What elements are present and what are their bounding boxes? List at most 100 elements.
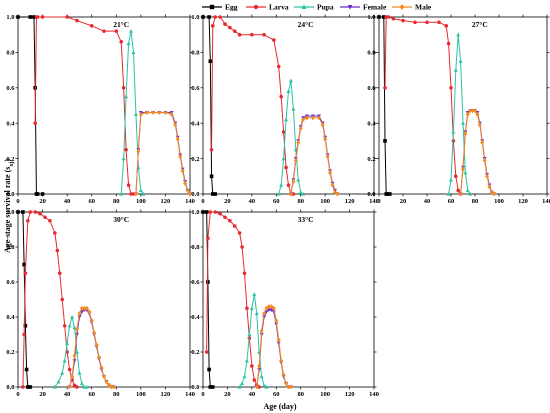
y-tick-label: 0.4 <box>367 120 376 127</box>
data-point-male <box>72 353 77 358</box>
data-point-pupa <box>259 374 264 379</box>
x-tick-label: 60 <box>273 391 280 398</box>
data-point-larva <box>40 15 45 19</box>
data-point-male <box>485 173 489 179</box>
data-point-larva <box>75 18 79 23</box>
data-point-larva <box>57 271 62 276</box>
data-point-male <box>111 384 116 390</box>
legend-item-egg: Egg <box>202 3 238 12</box>
data-point-male <box>473 108 477 114</box>
data-point-male <box>92 330 97 336</box>
x-tick-label: 40 <box>64 391 71 398</box>
series-male <box>133 110 192 197</box>
data-point-pupa <box>264 384 269 389</box>
data-point-male <box>279 358 284 364</box>
data-point-larva <box>208 210 213 214</box>
data-point-larva <box>53 231 57 235</box>
data-point-male <box>274 318 279 323</box>
data-point-pupa <box>296 177 301 182</box>
data-point-pupa <box>72 325 77 330</box>
data-point-male <box>461 166 465 172</box>
y-tick-label: 1.0 <box>191 14 199 21</box>
x-axis-title: Age (day) <box>263 402 296 411</box>
x-tick-label: 20 <box>39 391 46 398</box>
legend-item-pupa: Pupa <box>294 3 334 12</box>
data-point-male <box>470 108 475 114</box>
data-point-male <box>492 191 497 197</box>
panel-title: 21°C <box>113 20 129 29</box>
data-point-egg <box>210 385 215 389</box>
x-tick-label: 120 <box>161 198 171 205</box>
y-tick-label: 0.4 <box>6 314 15 321</box>
data-point-male <box>480 140 485 146</box>
data-point-male <box>151 110 156 115</box>
y-tick-label: 1.0 <box>6 14 14 21</box>
data-point-male <box>266 304 271 309</box>
data-point-male <box>188 191 192 197</box>
y-tick-label: 1.0 <box>191 209 199 216</box>
data-point-larva <box>204 350 209 354</box>
panels: 0 20 40 60 80 100 120 1400.00.20.40.60.81.021°C… <box>6 14 550 398</box>
data-point-egg <box>383 139 387 143</box>
legend-label-larva: Larva <box>269 3 289 12</box>
data-point-male <box>157 110 162 115</box>
data-point-egg <box>26 385 30 389</box>
data-point-larva <box>22 332 26 337</box>
data-point-pupa <box>276 191 281 196</box>
data-point-male <box>298 126 303 131</box>
y-tick-label: 0.8 <box>191 50 200 57</box>
data-point-pupa <box>279 182 284 187</box>
data-point-egg <box>22 262 26 267</box>
data-point-male <box>489 189 494 195</box>
data-point-larva <box>210 24 215 28</box>
data-point-larva <box>286 183 291 187</box>
data-point-pupa <box>138 188 143 193</box>
x-tick-label: 0 <box>377 198 380 205</box>
data-point-larva <box>33 210 37 214</box>
series-egg <box>16 210 33 389</box>
data-point-larva <box>114 29 119 33</box>
data-point-egg <box>208 59 213 64</box>
data-point-larva <box>119 39 123 44</box>
data-point-larva <box>413 20 417 25</box>
data-point-male <box>468 108 473 114</box>
data-point-male <box>175 136 180 142</box>
data-point-male <box>304 115 309 121</box>
data-point-egg <box>201 15 205 19</box>
x-tick-label: 80 <box>297 391 304 398</box>
data-point-pupa <box>291 106 296 111</box>
data-point-larva <box>206 236 210 241</box>
data-point-male <box>257 363 262 369</box>
data-point-male <box>185 188 190 193</box>
data-point-egg <box>201 210 205 214</box>
data-point-pupa <box>254 311 259 316</box>
x-tick-label: 20 <box>400 198 407 205</box>
data-point-male <box>79 305 84 311</box>
data-point-male <box>178 154 183 160</box>
y-tick-label: 0.2 <box>6 349 14 356</box>
data-point-pupa <box>237 384 242 389</box>
data-point-male <box>271 305 276 311</box>
data-point-larva <box>242 271 247 276</box>
data-point-larva <box>237 231 242 235</box>
series-line-larva <box>34 16 134 195</box>
legend-label-male: Male <box>415 3 432 12</box>
data-point-larva <box>23 271 28 276</box>
data-point-larva <box>62 323 67 328</box>
data-point-male <box>323 136 328 142</box>
data-point-pupa <box>74 349 79 354</box>
legend-label-egg: Egg <box>225 3 238 12</box>
data-point-larva <box>401 18 405 23</box>
panel-30-c: 0 20 40 60 80 100 120 140 0.0 0.2 0.4 0.6 0.8 1.0 30°C <box>6 209 195 398</box>
data-point-pupa <box>129 29 134 33</box>
series-egg <box>16 15 45 196</box>
data-point-male <box>465 112 470 117</box>
data-point-larva <box>276 64 281 69</box>
y-tick-label: 0.0 <box>191 384 199 391</box>
y-tick-label: 0.4 <box>191 314 200 321</box>
series-larva <box>204 210 261 389</box>
data-point-larva <box>26 218 30 223</box>
x-tick-label: 0 <box>16 198 19 205</box>
data-point-male <box>104 379 109 385</box>
x-tick-label: 20 <box>224 391 231 398</box>
